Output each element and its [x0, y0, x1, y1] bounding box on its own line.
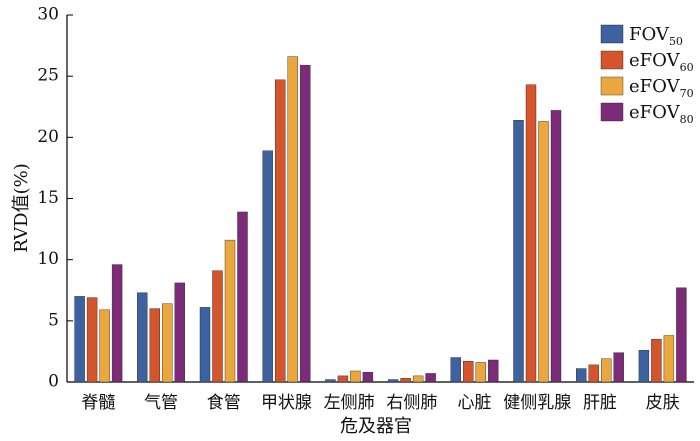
bar-efov80-7: [488, 359, 499, 383]
bar-efov80-10: [676, 287, 687, 383]
bar-efov70-4: [287, 56, 298, 383]
y-tick-label: 5: [48, 310, 59, 330]
bar-efov70-10: [663, 335, 675, 383]
bar-efov60-9: [588, 364, 599, 383]
x-tick-label: 右侧肺: [386, 393, 437, 413]
bar-efov60-5: [337, 375, 349, 383]
bar-efov60-10: [651, 338, 662, 383]
bars: [74, 56, 687, 383]
bar-efov60-1: [86, 297, 98, 383]
x-tick-label: 食管: [207, 393, 241, 413]
bar-efov60-4: [275, 79, 286, 383]
bar-fov50-1: [74, 296, 85, 383]
y-tick-label: 10: [37, 249, 59, 269]
bar-efov80-1: [111, 264, 123, 383]
bar-efov80-8: [550, 110, 562, 383]
x-tick-label: 肝脏: [583, 393, 617, 413]
legend-swatch: [600, 50, 624, 70]
x-tick-label: 左侧肺: [324, 393, 375, 413]
legend-label: eFOV70: [629, 76, 694, 100]
bar-efov60-8: [525, 84, 537, 383]
y-tick-label: 0: [48, 372, 59, 392]
bar-efov70-1: [99, 309, 110, 383]
bar-efov80-3: [237, 211, 248, 383]
y-tick-labels: 0 5 10 15 20 25 30: [37, 5, 73, 392]
bar-efov80-5: [362, 372, 374, 383]
axes: [66, 15, 694, 383]
legend-swatch: [600, 102, 624, 122]
bar-efov70-5: [350, 370, 361, 383]
bar-efov70-2: [162, 303, 173, 383]
bar-efov70-7: [475, 362, 486, 383]
y-axis-title: RVD值(%): [11, 163, 32, 253]
x-tick-label: 甲状腺: [261, 393, 312, 413]
x-tick-label: 气管: [144, 393, 178, 413]
y-tick-label: 15: [37, 188, 59, 208]
bar-fov50-9: [576, 368, 587, 383]
legend-label: eFOV60: [629, 50, 694, 74]
bar-fov50-4: [262, 150, 273, 383]
bar-efov70-3: [224, 239, 236, 383]
bar-fov50-10: [638, 349, 650, 383]
bar-efov80-9: [613, 352, 624, 383]
y-tick-label: 30: [37, 5, 59, 25]
bar-efov80-6: [425, 373, 436, 383]
bar-efov60-7: [463, 361, 474, 383]
bar-efov60-2: [149, 308, 161, 383]
y-tick-label: 20: [37, 127, 59, 147]
x-tick-label: 心脏: [458, 393, 492, 413]
bar-efov60-6: [400, 378, 411, 383]
legend-label: FOV50: [629, 24, 683, 48]
y-tick-label: 25: [37, 66, 59, 86]
legend-label: eFOV80: [629, 102, 694, 126]
bar-fov50-6: [387, 379, 399, 383]
bar-efov70-9: [601, 358, 612, 383]
x-tick-label: 健侧乳腺: [503, 393, 571, 413]
bar-efov60-3: [212, 270, 223, 383]
bar-efov80-4: [300, 64, 311, 383]
bar-fov50-3: [199, 307, 211, 383]
x-tick-label: 皮肤: [646, 393, 680, 413]
x-axis-title: 危及器官: [340, 416, 412, 437]
x-tick-labels: 脊髓 气管 食管 甲状腺 左侧肺 右侧肺 心脏 健侧乳腺 肝脏 皮肤: [81, 393, 679, 413]
bar-fov50-7: [450, 357, 461, 383]
bar-fov50-2: [137, 292, 148, 383]
bar-fov50-8: [513, 120, 524, 383]
bar-efov80-2: [174, 282, 186, 383]
x-tick-label: 脊髓: [81, 393, 115, 413]
legend-swatch: [600, 24, 624, 44]
bar-efov70-6: [412, 375, 424, 383]
bar-efov70-8: [538, 121, 549, 383]
bar-fov50-5: [325, 379, 336, 383]
legend-swatch: [600, 76, 624, 96]
